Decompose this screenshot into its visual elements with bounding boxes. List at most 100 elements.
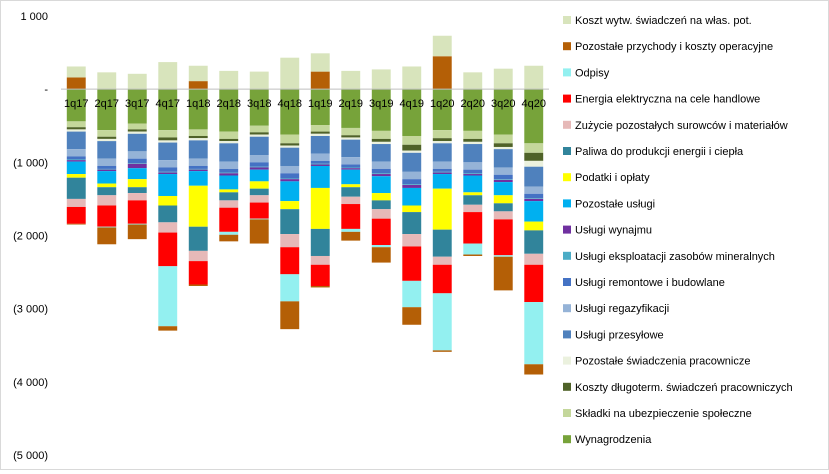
bar-segment bbox=[310, 163, 330, 165]
bar-segment bbox=[97, 168, 117, 170]
bar-segment bbox=[371, 173, 391, 175]
bar-segment bbox=[432, 35, 452, 57]
bar-segment bbox=[371, 200, 391, 210]
bar-segment bbox=[97, 141, 117, 159]
bar-segment bbox=[97, 183, 117, 188]
bar-segment bbox=[310, 133, 330, 136]
bar-segment bbox=[127, 131, 147, 134]
bar-segment bbox=[524, 253, 544, 265]
bar-segment bbox=[249, 89, 269, 126]
bar-segment bbox=[341, 127, 361, 136]
bar-segment bbox=[66, 174, 86, 178]
bar-segment bbox=[371, 130, 391, 139]
bar-segment bbox=[402, 246, 422, 281]
bar-segment bbox=[371, 247, 391, 263]
legend-swatch bbox=[563, 278, 571, 286]
bar-segment bbox=[402, 212, 422, 235]
bar-segment bbox=[188, 89, 208, 130]
bar-segment bbox=[402, 234, 422, 247]
bar-segment bbox=[127, 200, 147, 224]
bar-segment bbox=[127, 123, 147, 130]
bar-segment bbox=[219, 70, 239, 90]
bar-segment bbox=[66, 89, 86, 122]
bar-segment bbox=[341, 184, 361, 188]
bar-segment bbox=[371, 69, 391, 90]
bar-segment bbox=[158, 205, 178, 223]
bar-segment bbox=[432, 264, 452, 294]
bar-segment bbox=[463, 72, 483, 90]
y-tick-label: (4 000) bbox=[13, 377, 48, 389]
bar-segment bbox=[524, 198, 544, 199]
bar-segment bbox=[158, 160, 178, 168]
bar-segment bbox=[524, 160, 544, 167]
bar-segment bbox=[188, 65, 208, 82]
bar-segment bbox=[97, 130, 117, 137]
y-tick-label: (3 000) bbox=[13, 304, 48, 316]
bar-segment bbox=[493, 174, 513, 180]
bar-segment bbox=[219, 192, 239, 201]
bar-segment bbox=[158, 171, 178, 173]
legend-swatch bbox=[563, 382, 571, 391]
legend-label: Energia elektryczna na cele handlowe bbox=[575, 94, 760, 106]
bar-segment bbox=[371, 193, 391, 201]
legend-label: Koszty długoterm. świadczeń pracowniczyc… bbox=[575, 382, 793, 394]
bar-segment bbox=[310, 53, 330, 72]
bar-segment bbox=[371, 218, 391, 246]
bar-segment bbox=[524, 230, 544, 254]
y-tick-label: (1 000) bbox=[13, 157, 48, 169]
legend-label: Wynagrodzenia bbox=[575, 434, 652, 446]
bar-segment bbox=[188, 284, 208, 286]
bar-segment bbox=[66, 121, 86, 128]
bar-segment bbox=[524, 198, 544, 202]
bar-segment bbox=[371, 168, 391, 174]
bar-segment bbox=[219, 138, 239, 142]
bar-segment bbox=[66, 131, 86, 150]
bar-segment bbox=[97, 72, 117, 90]
bar-segment bbox=[463, 195, 483, 205]
legend-swatch bbox=[563, 68, 571, 77]
x-tick-label: 2q17 bbox=[95, 98, 119, 110]
bar-segment bbox=[432, 293, 452, 351]
legend-swatch bbox=[563, 42, 571, 51]
bar-segment bbox=[188, 81, 208, 90]
x-tick-label: 2q18 bbox=[217, 98, 241, 110]
x-tick-label: 3q18 bbox=[247, 98, 271, 110]
bar-segment bbox=[463, 162, 483, 170]
bar-segment bbox=[341, 89, 361, 128]
bar-segment bbox=[249, 132, 269, 135]
bar-segment bbox=[158, 140, 178, 143]
bar-segment bbox=[310, 153, 330, 161]
bar-segment bbox=[280, 274, 300, 302]
bar-segment bbox=[249, 162, 269, 167]
bar-segment bbox=[249, 125, 269, 133]
bar-segment bbox=[219, 89, 239, 132]
bar-segment bbox=[127, 223, 147, 225]
bar-segment bbox=[432, 161, 452, 169]
legend-label: Składki na ubezpieczenie społeczne bbox=[575, 408, 752, 420]
bar-segment bbox=[341, 167, 361, 169]
bar-segment bbox=[66, 159, 86, 161]
bar-segment bbox=[341, 204, 361, 229]
bar-segment bbox=[432, 188, 452, 230]
bar-segment bbox=[524, 89, 544, 144]
bar-segment bbox=[280, 178, 300, 180]
bar-segment bbox=[493, 146, 513, 150]
legend-label: Pozostałe świadczenia pracownicze bbox=[575, 356, 750, 368]
bar-segment bbox=[188, 129, 208, 136]
bar-segment bbox=[66, 127, 86, 130]
x-axis-ticks: 1q17 2q17 3q17 4q17 1q18 2q18 3q18 4q18 1q19 2q19… bbox=[64, 98, 546, 110]
y-axis-ticks: 1 000 - (1 000) (2 000) (3 000) (4 000) (5 000… bbox=[13, 11, 48, 462]
bar-segment bbox=[493, 255, 513, 257]
bar-segment bbox=[310, 125, 330, 132]
bar-segment bbox=[97, 171, 117, 184]
bar-segment bbox=[280, 89, 300, 135]
bar-segment bbox=[310, 187, 330, 229]
legend-label: Usługi eksploatacji zasobów mineralnych bbox=[575, 251, 775, 263]
bar-segment bbox=[188, 140, 208, 159]
bar-segment bbox=[158, 266, 178, 327]
bar-segment bbox=[341, 196, 361, 205]
bar-segment bbox=[463, 174, 483, 176]
bar-segment bbox=[158, 62, 178, 90]
legend-label: Usługi przesyłowe bbox=[575, 329, 664, 341]
bar-segment bbox=[310, 160, 330, 164]
